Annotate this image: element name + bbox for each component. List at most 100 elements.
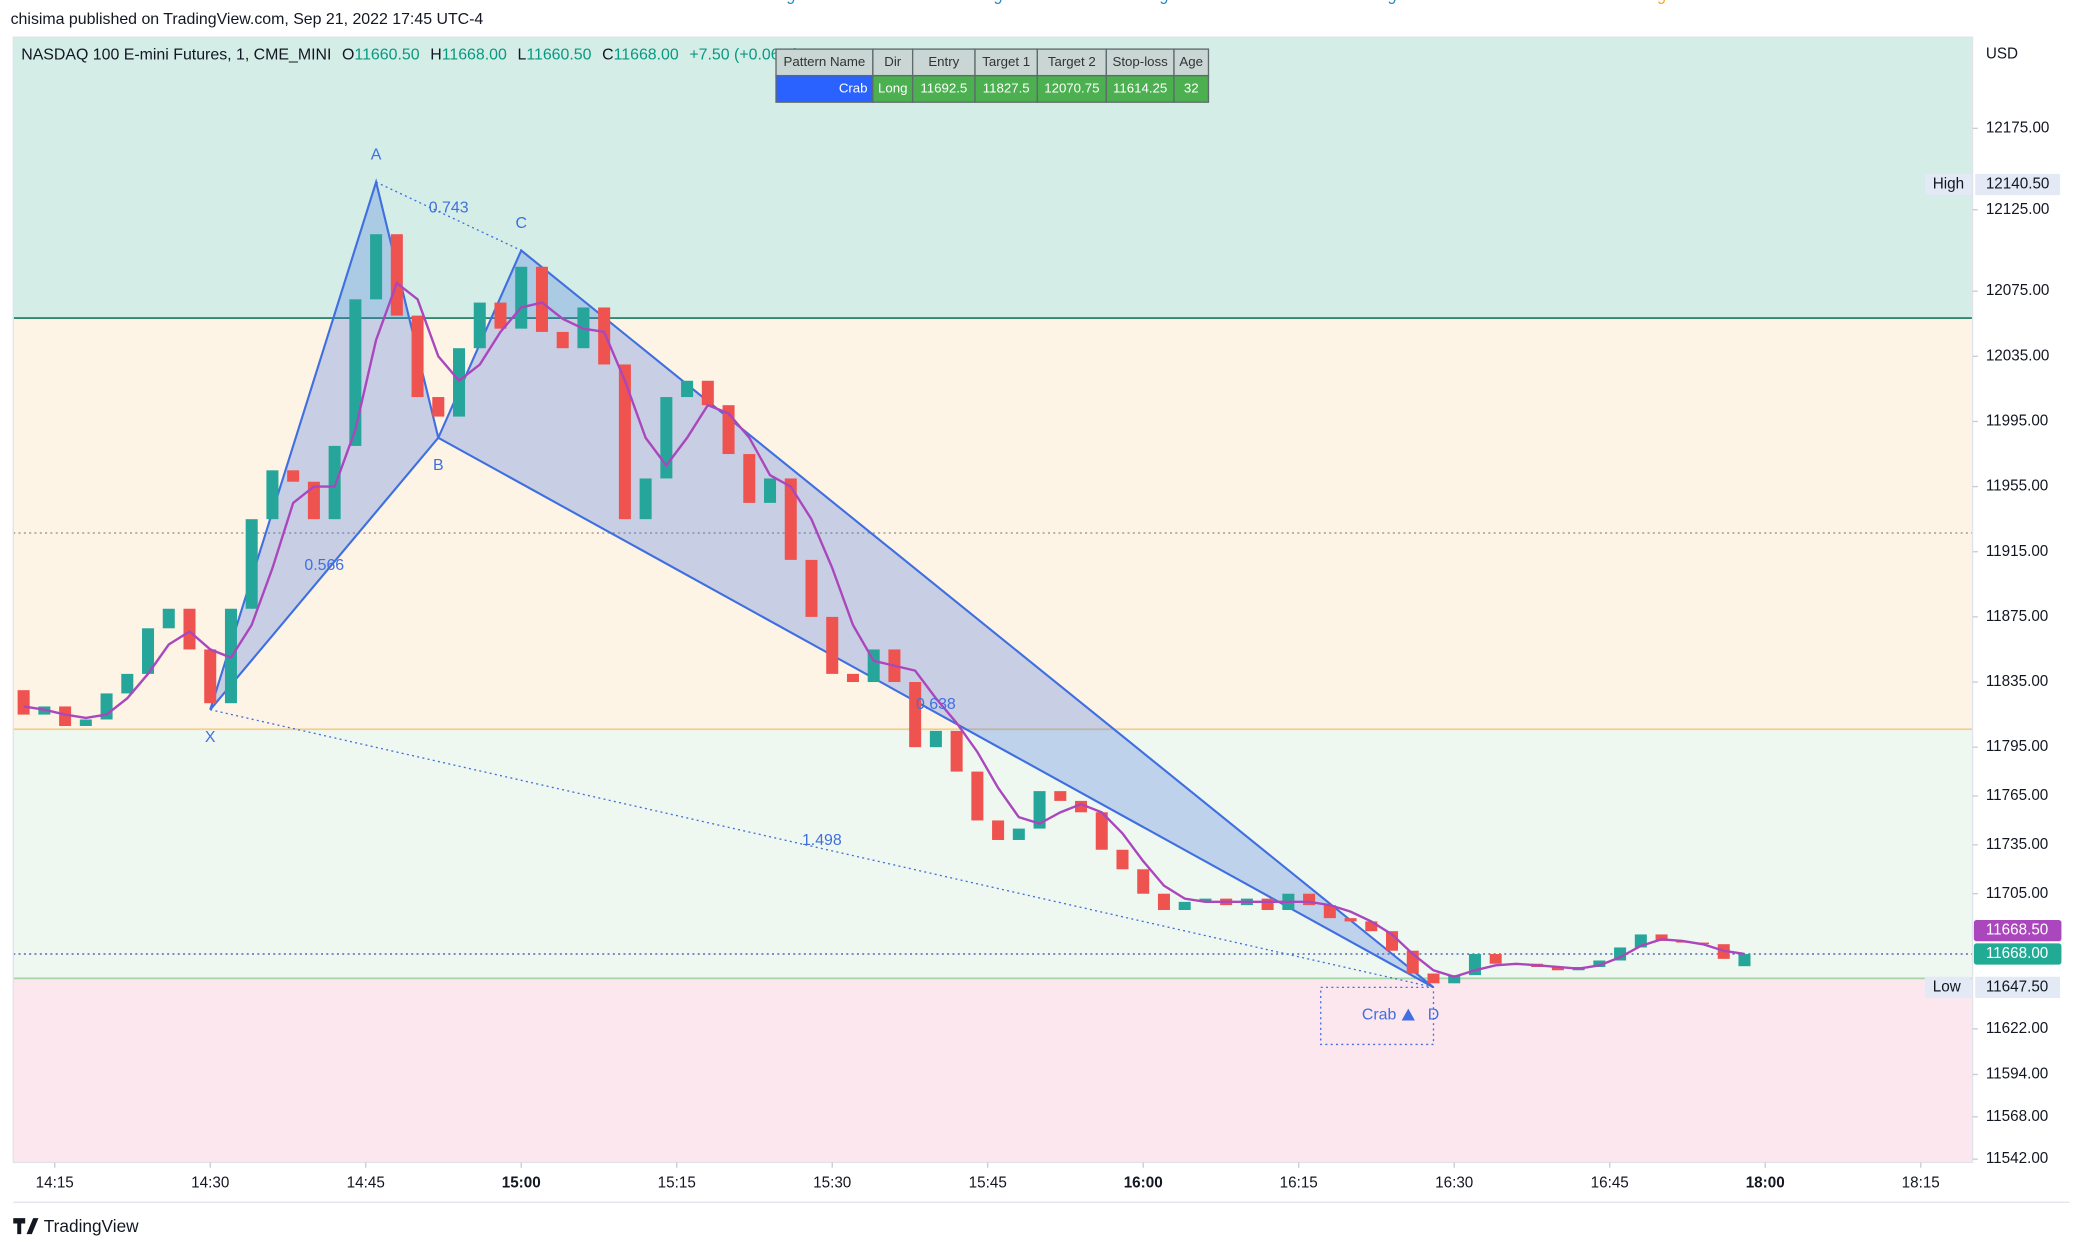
- candle-body: [453, 348, 466, 417]
- candle-body: [1344, 918, 1357, 922]
- x-tick-label: 15:00: [502, 1175, 541, 1192]
- y-tick-label: 12175.00: [1986, 119, 2050, 136]
- pattern-triangle: [209, 178, 440, 711]
- y-tick-label: 11594.00: [1986, 1066, 2048, 1083]
- candle-body: [349, 299, 362, 446]
- zone: [13, 318, 1973, 730]
- candle-body: [950, 730, 963, 772]
- x-tick-label: 16:30: [1435, 1175, 1473, 1192]
- table-header-text: Target 2: [1048, 54, 1096, 69]
- signal-label: 9: [1160, 0, 1169, 8]
- candle-body: [639, 478, 652, 520]
- candle-body: [245, 519, 258, 609]
- y-tick-label: 11835.00: [1986, 673, 2048, 690]
- table-cell-text: 11692.5: [920, 80, 967, 95]
- last-price-tag: [1973, 943, 2062, 965]
- y-tick-label: 12075.00: [1986, 282, 2050, 299]
- pattern-name: Crab: [1362, 1006, 1397, 1023]
- candle-body: [515, 266, 528, 329]
- zones: [13, 37, 1973, 1163]
- candle-body: [929, 730, 942, 748]
- candle-body: [1323, 905, 1336, 919]
- table-cell-text: 12070.75: [1044, 80, 1099, 95]
- table-header-cell: [872, 48, 914, 77]
- y-tick-label: 11705.00: [1986, 885, 2048, 902]
- candle-body: [701, 380, 714, 406]
- candle-body: [681, 380, 694, 398]
- table-header-cell: [1036, 48, 1107, 77]
- candle-body: [1054, 791, 1067, 801]
- pattern-point-label: C: [515, 215, 526, 232]
- candle-body: [992, 820, 1005, 840]
- price-tag-value: 12140.50: [1986, 176, 2050, 193]
- ratio-label: 0.638: [916, 696, 956, 713]
- candle-body: [432, 397, 445, 417]
- ratio-line: [209, 437, 439, 711]
- table-header-cell: [974, 48, 1039, 77]
- candle-body: [183, 608, 196, 650]
- y-tick-label: 11568.00: [1986, 1108, 2048, 1125]
- candle-body: [142, 628, 155, 674]
- candle-body: [390, 234, 403, 316]
- candle-body: [743, 454, 756, 503]
- publisher-line: chisima published on TradingView.com, Se…: [11, 11, 484, 28]
- y-tick-label: 11542.00: [1986, 1150, 2048, 1167]
- x-tick-label: 15:45: [969, 1175, 1007, 1192]
- table-header-text: Dir: [884, 54, 902, 69]
- ohlc-label: L: [517, 47, 526, 64]
- candle-body: [204, 649, 217, 704]
- symbol-legend-text: NASDAQ 100 E-mini Futures, 1, CME_MINI O1…: [21, 47, 799, 64]
- candle-body: [328, 445, 341, 520]
- candle-body: [846, 673, 859, 683]
- ohlc-value: 11660.50: [526, 47, 591, 64]
- candle-body: [1075, 800, 1088, 813]
- ohlc-label: H: [430, 47, 441, 64]
- moving-average: [23, 281, 1745, 979]
- x-tick-label: 15:30: [813, 1175, 851, 1192]
- ohlc-label: C: [602, 47, 613, 64]
- candle-body: [1303, 893, 1316, 906]
- x-tick-label: 16:15: [1280, 1175, 1318, 1192]
- candle-body: [1448, 975, 1461, 984]
- plot-frame: [12, 36, 1974, 1164]
- footer-brand: TradingView: [44, 1216, 139, 1236]
- candle-body: [1427, 973, 1440, 984]
- y-tick-label: 11915.00: [1986, 543, 2048, 560]
- x-tick-label: 18:00: [1746, 1175, 1785, 1192]
- candle-body: [370, 234, 383, 300]
- candle-body: [805, 559, 818, 617]
- candle-body: [1738, 953, 1751, 967]
- signal-label: 9: [994, 0, 1003, 8]
- ratio-label: 0.566: [304, 557, 344, 574]
- candle-body: [17, 690, 30, 715]
- candle-body: [79, 719, 92, 726]
- price-tag-name-bg: [1924, 976, 1972, 998]
- currency: USD: [1986, 45, 2018, 62]
- candle-body: [411, 315, 424, 398]
- last-price-tag: [1973, 919, 2062, 942]
- candle-body: [1012, 828, 1025, 840]
- candle-body: [826, 616, 839, 674]
- candle-body: [1157, 893, 1170, 911]
- x-tick-label: 14:30: [191, 1175, 229, 1192]
- table-header-cell: [1173, 48, 1210, 77]
- pattern-arrow: [1401, 1008, 1415, 1021]
- y-tick-label: 12125.00: [1986, 201, 2050, 218]
- ratio-line: [210, 709, 1434, 989]
- pattern-point-label: D: [1428, 1006, 1439, 1023]
- table-header-text: Target 1: [982, 54, 1030, 69]
- candle-body: [1178, 901, 1191, 911]
- logo-mark: [13, 1218, 39, 1235]
- candle-body: [1551, 967, 1564, 971]
- candle-body: [1033, 791, 1046, 829]
- table-cell: [1105, 74, 1175, 103]
- price-tag-name: High: [1933, 176, 1964, 193]
- table-header-text: Stop-loss: [1113, 54, 1169, 69]
- price-tag-name-bg: [1924, 173, 1972, 196]
- ratio-line: [437, 437, 1434, 988]
- candle-body: [494, 302, 507, 329]
- x-tick-label: 15:15: [658, 1175, 696, 1192]
- candle-body: [598, 307, 611, 365]
